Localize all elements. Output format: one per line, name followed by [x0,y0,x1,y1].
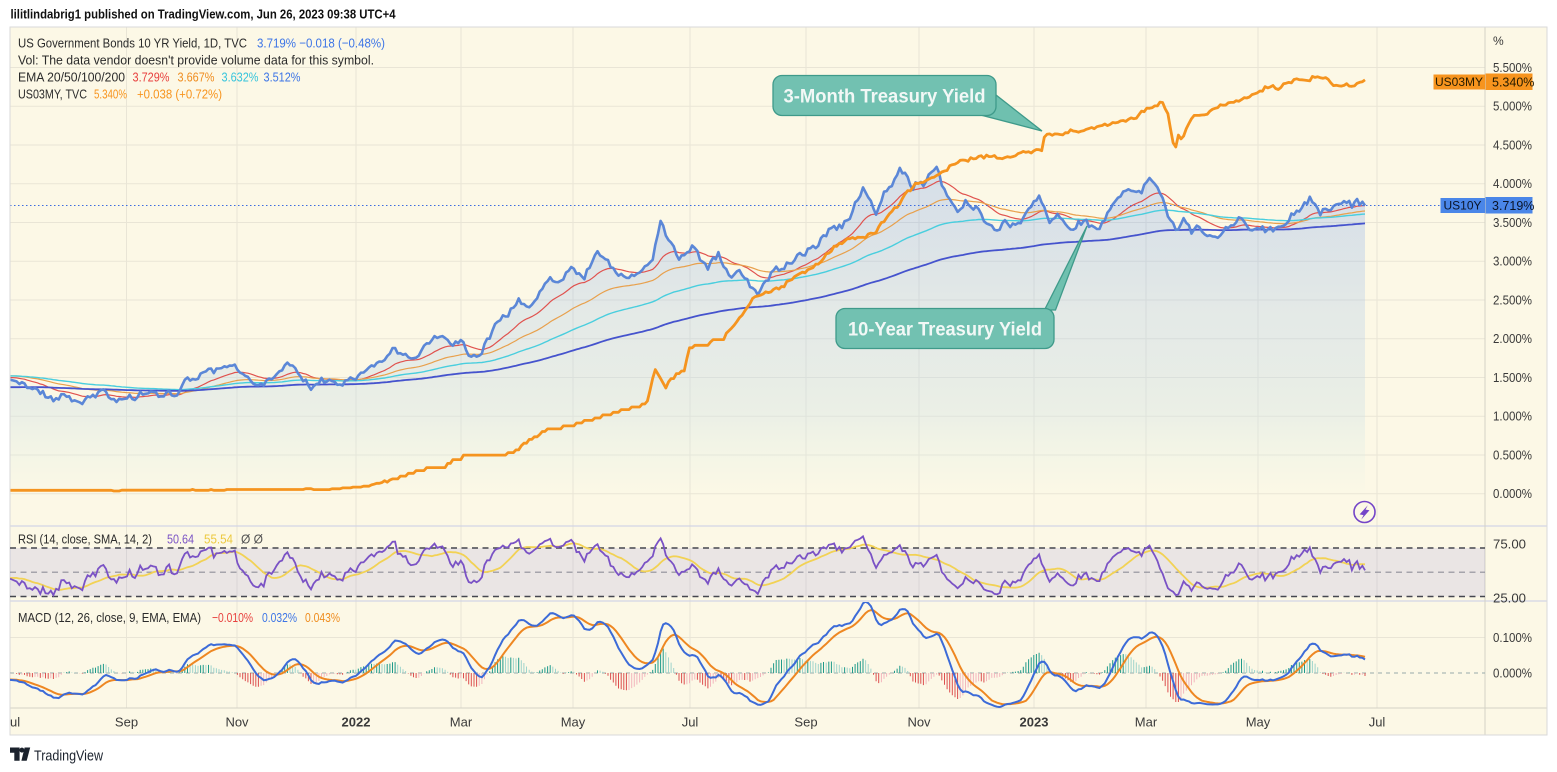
svg-text:US Government Bonds 10 YR Yiel: US Government Bonds 10 YR Yield, 1D, TVC [18,36,247,51]
svg-text:2.500%: 2.500% [1493,293,1532,307]
svg-text:Jul: Jul [682,715,699,730]
svg-text:US10Y: US10Y [1443,199,1481,213]
svg-text:Nov: Nov [907,715,931,730]
svg-text:Mar: Mar [1135,715,1158,730]
svg-text:10-Year Treasury Yield: 10-Year Treasury Yield [848,320,1042,341]
svg-text:1.000%: 1.000% [1493,410,1532,424]
svg-text:lilitlindabrig1 published on T: lilitlindabrig1 published on TradingView… [11,7,397,22]
svg-text:3.719% −0.018 (−0.48%): 3.719% −0.018 (−0.48%) [257,36,385,51]
svg-text:3.000%: 3.000% [1493,255,1532,269]
svg-text:4.000%: 4.000% [1493,177,1532,191]
svg-text:TradingView: TradingView [34,748,103,765]
svg-text:0.100%: 0.100% [1493,631,1532,645]
svg-text:Sep: Sep [794,715,817,730]
svg-text:0.000%: 0.000% [1493,487,1532,501]
svg-text:Sep: Sep [115,715,138,730]
svg-text:1.500%: 1.500% [1493,371,1532,385]
svg-text:0.032%: 0.032% [262,610,297,625]
svg-text:3.667%: 3.667% [178,70,215,85]
svg-text:3-Month Treasury Yield: 3-Month Treasury Yield [784,87,986,108]
svg-text:US03MY: US03MY [1435,75,1483,89]
svg-text:3.729%: 3.729% [133,70,170,85]
svg-text:%: % [1493,34,1504,48]
svg-text:3.512%: 3.512% [264,70,301,85]
svg-text:Nov: Nov [225,715,249,730]
svg-text:2022: 2022 [342,715,371,730]
svg-text:2023: 2023 [1020,715,1049,730]
svg-text:US03MY, TVC: US03MY, TVC [18,87,87,102]
svg-text:75.00: 75.00 [1493,537,1526,551]
svg-text:MACD (12, 26, close, 9, EMA, E: MACD (12, 26, close, 9, EMA, EMA) [18,610,201,625]
svg-text:EMA 20/50/100/200: EMA 20/50/100/200 [18,70,125,85]
svg-text:5.340%: 5.340% [94,87,127,102]
svg-text:Jul: Jul [1369,715,1386,730]
svg-text:50.64: 50.64 [167,532,194,547]
svg-text:Mar: Mar [450,715,473,730]
svg-text:0.500%: 0.500% [1493,448,1532,462]
svg-text:55.54: 55.54 [204,532,233,547]
svg-text:May: May [561,715,586,730]
svg-text:0.000%: 0.000% [1493,666,1532,680]
svg-text:ul: ul [10,715,20,730]
svg-text:−0.010%: −0.010% [212,610,253,625]
svg-text:5.340%: 5.340% [1492,76,1534,90]
svg-text:Vol: The data vendor doesn't p: Vol: The data vendor doesn't provide vol… [18,53,374,68]
svg-text:3.632%: 3.632% [222,70,259,85]
svg-text:+0.038 (+0.72%): +0.038 (+0.72%) [137,87,222,102]
svg-text:3.719%: 3.719% [1492,199,1534,213]
svg-text:Ø Ø: Ø Ø [241,532,263,547]
svg-text:3.500%: 3.500% [1493,216,1532,230]
svg-text:5.500%: 5.500% [1493,61,1532,75]
svg-text:0.043%: 0.043% [305,610,340,625]
svg-text:RSI (14, close, SMA, 14, 2): RSI (14, close, SMA, 14, 2) [18,532,152,547]
svg-text:2.000%: 2.000% [1493,332,1532,346]
svg-text:25.00: 25.00 [1493,591,1526,605]
svg-text:May: May [1246,715,1271,730]
svg-text:5.000%: 5.000% [1493,100,1532,114]
svg-text:4.500%: 4.500% [1493,138,1532,152]
